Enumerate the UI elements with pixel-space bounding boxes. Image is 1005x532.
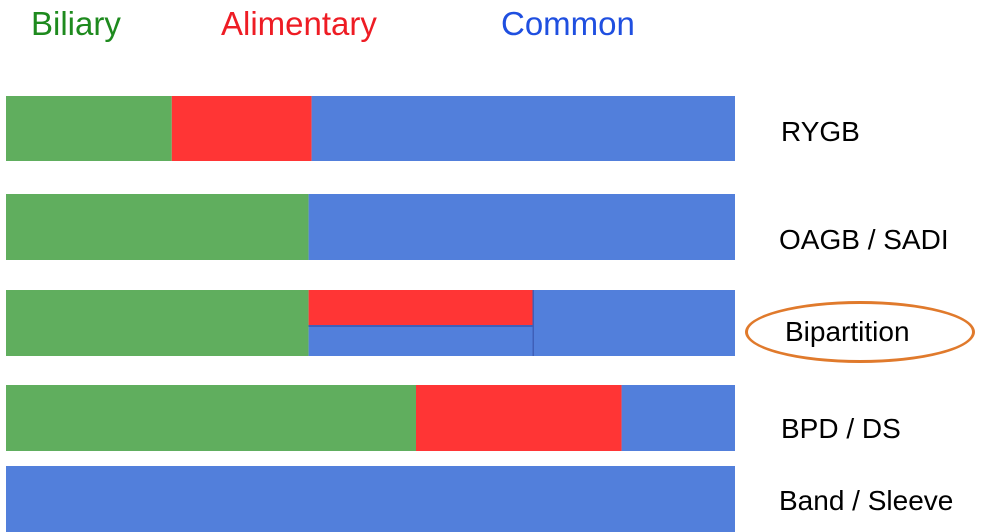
highlight-oval xyxy=(745,301,975,363)
bar-5-segment-common xyxy=(6,466,735,532)
bar-2-segment-biliary xyxy=(6,194,309,260)
bar-1-segment-alimentary xyxy=(171,96,312,161)
bar-4-segment-biliary xyxy=(6,385,416,451)
label-bipartition: Bipartition xyxy=(785,316,910,347)
legend-biliary: Biliary xyxy=(31,5,121,42)
bar-4-segment-alimentary xyxy=(416,385,622,451)
bipartition-divider xyxy=(308,325,534,327)
label-band-sleeve: Band / Sleeve xyxy=(779,485,954,516)
bar-3-segment-alimentary-top xyxy=(308,290,534,326)
bar-2-segment-common xyxy=(308,194,735,260)
bar-3-segment-common xyxy=(533,290,735,356)
label-rygb: RYGB xyxy=(781,116,860,147)
bar-3-segment-biliary xyxy=(6,290,309,356)
bar-3-segment-common-bottom xyxy=(308,326,534,356)
bar-4-segment-common xyxy=(621,385,735,451)
label-oagb-sadi: OAGB / SADI xyxy=(779,224,949,255)
bar-1-segment-common xyxy=(311,96,735,161)
label-bpd-ds: BPD / DS xyxy=(781,413,901,444)
legend-alimentary: Alimentary xyxy=(221,5,377,42)
legend-common: Common xyxy=(501,5,635,42)
bipartition-junction xyxy=(532,290,534,356)
bar-1-segment-biliary xyxy=(6,96,172,161)
